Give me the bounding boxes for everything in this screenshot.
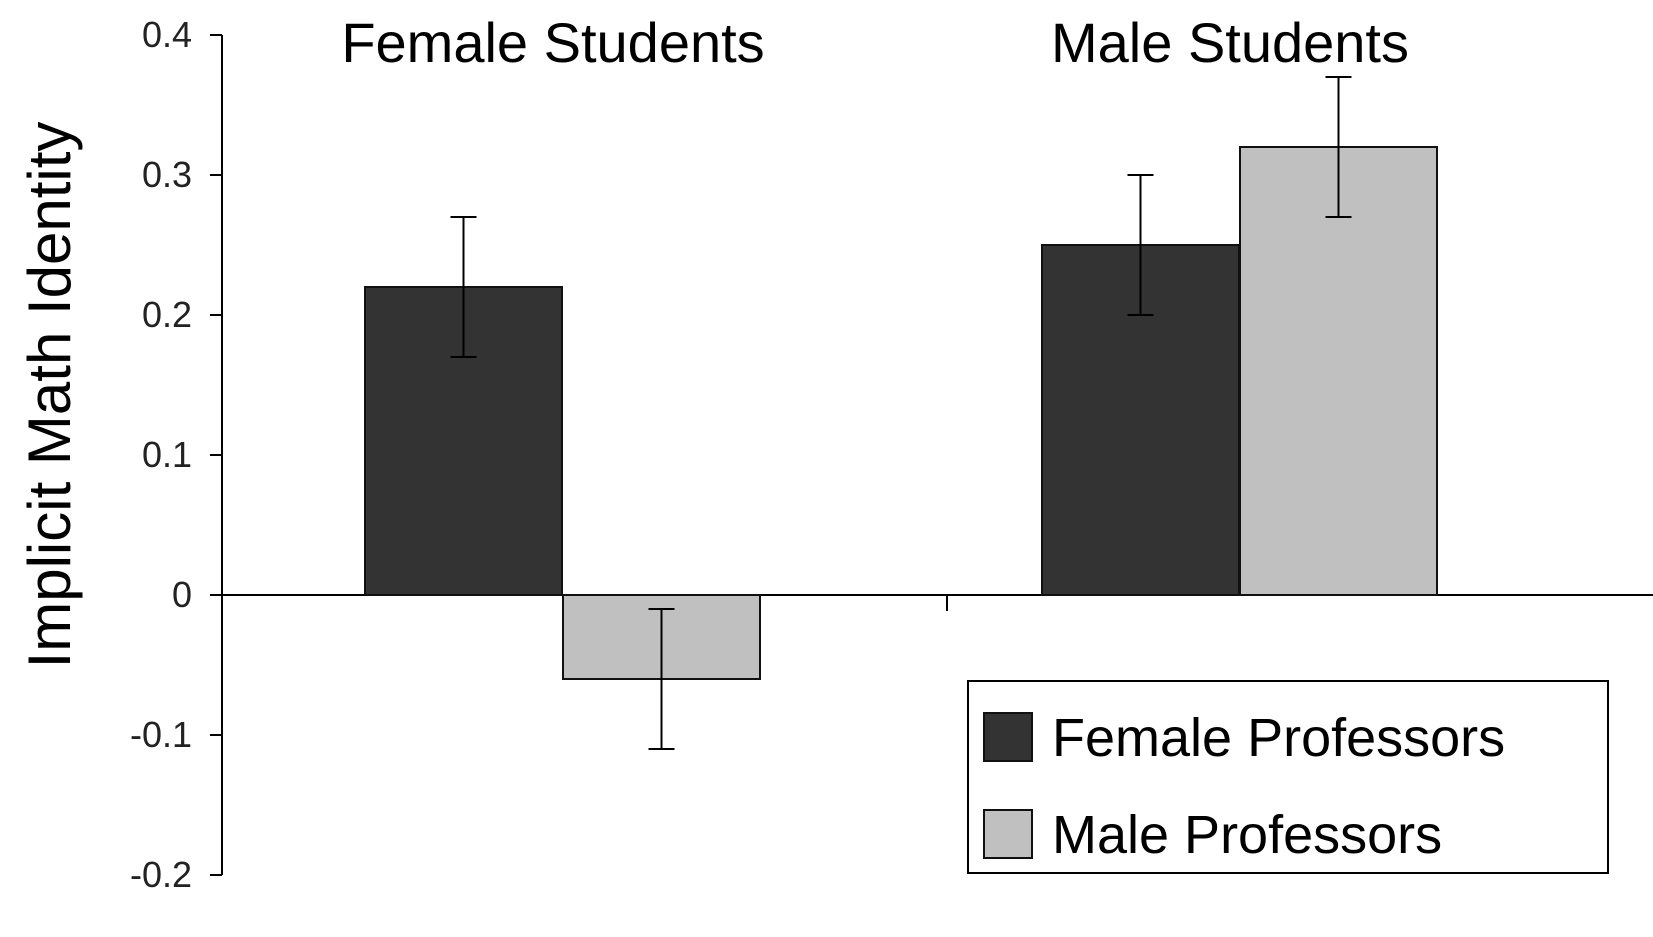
y-tick-label: 0 — [172, 574, 192, 615]
category-label: Female Students — [341, 11, 764, 74]
legend: Female Professors Male Professors — [967, 680, 1609, 874]
y-axis-label: Implicit Math Identity — [16, 122, 83, 669]
y-tick-label: 0.2 — [142, 294, 192, 335]
legend-swatch — [983, 809, 1033, 859]
legend-swatch — [983, 712, 1033, 762]
bars — [364, 146, 1438, 680]
legend-box — [967, 680, 1609, 874]
bar — [1239, 146, 1438, 596]
y-axis: 0.4 0.3 0.2 0.1 0 -0.1 -0.2 — [130, 14, 223, 895]
bar — [1041, 244, 1240, 596]
error-bars — [450, 76, 1352, 750]
category-label: Male Students — [1051, 11, 1409, 74]
legend-label: Male Professors — [1052, 805, 1442, 865]
zero-baseline — [222, 594, 1653, 611]
y-tick-label: -0.1 — [130, 714, 192, 755]
group-labels: Female Students Male Students — [341, 11, 1409, 74]
y-tick-label: 0.4 — [142, 14, 192, 55]
y-tick-label: 0.1 — [142, 434, 192, 475]
y-tick-label: 0.3 — [142, 154, 192, 195]
legend-label: Female Professors — [1052, 708, 1505, 768]
y-tick-label: -0.2 — [130, 854, 192, 895]
